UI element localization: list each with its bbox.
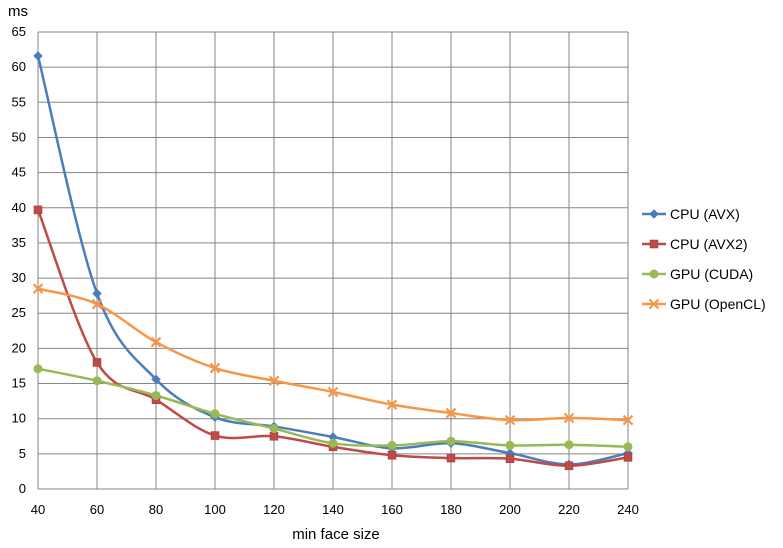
- y-tick-label: 65: [12, 24, 26, 39]
- legend-label: CPU (AVX2): [670, 236, 748, 252]
- legend-item: CPU (AVX): [642, 206, 740, 222]
- data-point-series-2: [446, 453, 456, 463]
- y-tick-label: 55: [12, 94, 26, 109]
- x-tick-label: 200: [499, 502, 521, 517]
- data-point-series-3: [387, 440, 397, 450]
- legend-marker: [649, 269, 659, 279]
- y-tick-labels: 0 5 10 15 20 25 30 35 40 45 50 55 60 65: [12, 24, 26, 496]
- x-tick-label: 180: [440, 502, 462, 517]
- data-point-series-1: [92, 288, 102, 299]
- data-point-series-3: [92, 376, 102, 386]
- data-point-series-2: [210, 431, 220, 440]
- y-tick-label: 20: [12, 340, 26, 355]
- data-point-series-2: [623, 453, 633, 462]
- y-tick-label: 15: [12, 376, 26, 391]
- data-point-series-2: [269, 432, 279, 441]
- data-point-series-3: [210, 409, 220, 419]
- legend: CPU (AVX) CPU (AVX2) GPU (CUDA) GPU (OpenCL…: [642, 206, 766, 312]
- series-line-2: [36, 208, 630, 468]
- data-point-series-4: [91, 298, 103, 310]
- legend-label: GPU (OpenCL): [670, 296, 766, 312]
- y-tick-label: 10: [12, 411, 26, 426]
- legend-marker: [649, 209, 659, 219]
- legend-item: CPU (AVX2): [642, 236, 748, 252]
- legend-label: CPU (AVX): [670, 206, 740, 222]
- data-point-series-4: [209, 362, 221, 374]
- data-point-series-3: [564, 440, 574, 450]
- data-point-series-3: [446, 436, 456, 446]
- data-point-series-2: [92, 358, 102, 367]
- y-axis-title: ms: [8, 3, 28, 20]
- x-tick-label: 140: [322, 502, 344, 517]
- data-point-series-2: [505, 454, 515, 464]
- data-point-series-3: [328, 438, 338, 448]
- data-point-series-4: [32, 283, 44, 294]
- x-axis-title: min face size: [292, 526, 380, 543]
- y-tick-label: 0: [19, 481, 26, 496]
- y-tick-label: 25: [12, 305, 26, 320]
- axes: [37, 32, 628, 490]
- data-point-series-1: [33, 51, 43, 61]
- data-point-series-2: [33, 205, 43, 215]
- data-point-series-3: [151, 390, 161, 400]
- x-tick-label: 60: [90, 502, 104, 517]
- x-tick-label: 100: [204, 502, 226, 517]
- x-tick-label: 240: [617, 502, 639, 517]
- y-tick-label: 30: [12, 270, 26, 285]
- data-point-series-3: [269, 424, 279, 434]
- y-tick-label: 60: [12, 59, 26, 74]
- data-point-series-4: [504, 414, 516, 426]
- data-point-series-2: [387, 451, 397, 460]
- data-point-series-4: [150, 336, 162, 348]
- x-tick-label: 220: [558, 502, 580, 517]
- data-point-series-4: [268, 375, 280, 387]
- y-tick-label: 35: [12, 235, 26, 250]
- data-point-series-1: [151, 374, 161, 385]
- legend-item: GPU (CUDA): [642, 266, 753, 282]
- legend-item: GPU (OpenCL): [642, 296, 766, 312]
- x-tick-label: 80: [149, 502, 163, 517]
- data-point-series-3: [505, 440, 515, 450]
- data-point-series-4: [327, 386, 339, 398]
- legend-marker: [649, 239, 659, 249]
- data-point-series-2: [564, 461, 574, 471]
- data-point-series-3: [623, 442, 633, 452]
- y-tick-label: 50: [12, 129, 26, 144]
- legend-marker: [648, 298, 660, 310]
- data-point-series-4: [445, 407, 457, 419]
- x-tick-label: 160: [381, 502, 403, 517]
- y-tick-label: 40: [12, 200, 26, 215]
- legend-label: GPU (CUDA): [670, 266, 753, 282]
- y-tick-label: 5: [19, 446, 26, 461]
- y-tick-label: 45: [12, 165, 26, 180]
- data-point-series-4: [622, 414, 634, 426]
- data-point-series-4: [563, 412, 575, 424]
- series-markers: [32, 51, 634, 471]
- x-tick-label: 40: [31, 502, 45, 517]
- data-point-series-3: [33, 364, 43, 374]
- x-tick-labels: 40 60 80 100 120 140 160 180 200 220 240: [31, 502, 639, 517]
- data-point-series-4: [386, 399, 398, 410]
- x-tick-label: 120: [263, 502, 285, 517]
